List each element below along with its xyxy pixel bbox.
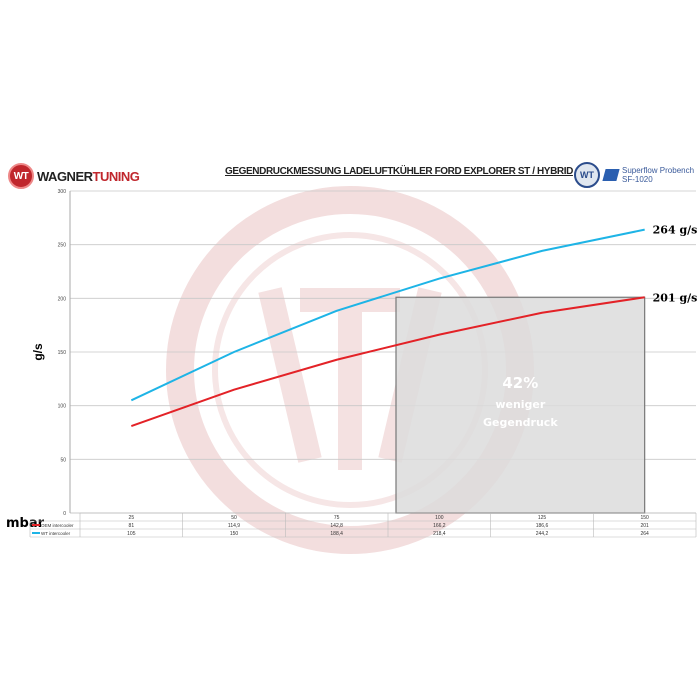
y-tick-label: 150 bbox=[58, 350, 67, 356]
wt-round-logo-icon: WT bbox=[574, 162, 600, 188]
x-tick-label: 50 bbox=[231, 515, 237, 521]
legend-label: OEM intercooler bbox=[41, 523, 74, 528]
annotation-line2: weniger bbox=[495, 398, 546, 411]
series-line-1 bbox=[130, 228, 645, 402]
y-tick-label: 100 bbox=[58, 404, 67, 410]
annotation-box bbox=[395, 296, 646, 514]
series-line-0 bbox=[130, 296, 645, 428]
legend-label: WT intercooler bbox=[41, 531, 71, 536]
table-cell: 166,2 bbox=[433, 523, 446, 529]
y-tick-label: 0 bbox=[63, 511, 66, 517]
brand-right: TUNING bbox=[92, 168, 140, 184]
table-cell: 105 bbox=[127, 531, 136, 537]
x-axis-label: mbar bbox=[6, 516, 45, 531]
series-end-label: 201 g/s bbox=[653, 291, 698, 304]
y-axis-label: g/s bbox=[31, 343, 45, 361]
y-tick-label: 250 bbox=[58, 243, 67, 249]
partner-line2: SF-1020 bbox=[622, 175, 653, 184]
annotation-line3: Gegendruck bbox=[483, 416, 558, 429]
x-tick-label: 25 bbox=[129, 515, 135, 521]
table-cell: 201 bbox=[640, 523, 649, 529]
table-cell: 114,9 bbox=[228, 523, 240, 529]
table-cell: 142,8 bbox=[330, 523, 343, 529]
y-tick-label: 200 bbox=[58, 296, 67, 302]
chart-title: GEGENDRUCKMESSUNG LADELUFTKÜHLER FORD EX… bbox=[225, 166, 573, 177]
series-end-label: 264 g/s bbox=[653, 224, 698, 237]
table-cell: 81 bbox=[129, 523, 135, 529]
wt-logo-icon: WT bbox=[8, 163, 34, 189]
table-cell: 186,6 bbox=[536, 523, 549, 529]
x-tick-label: 75 bbox=[334, 515, 340, 521]
table-cell: 244,2 bbox=[536, 531, 549, 537]
x-tick-label: 100 bbox=[435, 515, 444, 521]
x-tick-label: 125 bbox=[538, 515, 547, 521]
x-tick-label: 150 bbox=[640, 515, 649, 521]
table-cell: 188,4 bbox=[330, 531, 343, 537]
table-cell: 150 bbox=[230, 531, 239, 537]
brand-left: WAGNER bbox=[37, 168, 93, 184]
wagner-tuning-logo: WT WAGNER TUNING bbox=[8, 163, 140, 189]
partner-line1: Superflow Probench bbox=[622, 166, 695, 175]
table-cell: 218,4 bbox=[433, 531, 446, 537]
y-tick-label: 50 bbox=[60, 457, 66, 463]
y-tick-label: 300 bbox=[58, 189, 67, 195]
superflow-logo: WT Superflow Probench SF-1020 bbox=[574, 162, 694, 188]
table-cell: 264 bbox=[640, 531, 649, 537]
annotation-percent: 42% bbox=[502, 374, 538, 392]
